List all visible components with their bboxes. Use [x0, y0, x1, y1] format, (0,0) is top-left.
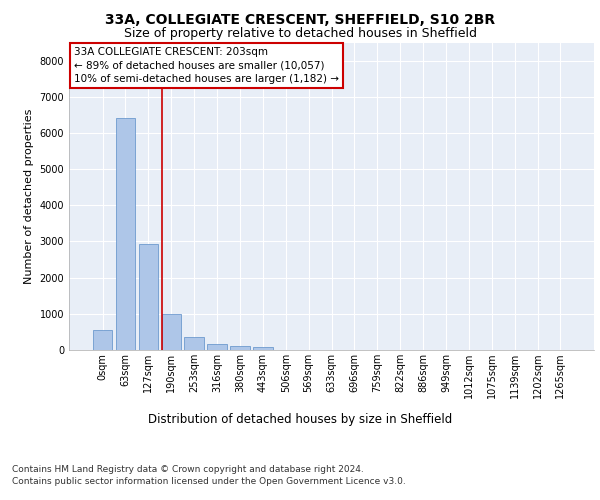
Text: 33A, COLLEGIATE CRESCENT, SHEFFIELD, S10 2BR: 33A, COLLEGIATE CRESCENT, SHEFFIELD, S10… — [105, 12, 495, 26]
Bar — [184, 336, 204, 350]
Text: Distribution of detached houses by size in Sheffield: Distribution of detached houses by size … — [148, 412, 452, 426]
Bar — [116, 118, 135, 350]
Text: Size of property relative to detached houses in Sheffield: Size of property relative to detached ho… — [124, 28, 476, 40]
Bar — [208, 344, 227, 350]
Y-axis label: Number of detached properties: Number of detached properties — [24, 108, 34, 284]
Bar — [161, 314, 181, 350]
Bar — [139, 244, 158, 350]
Bar — [230, 346, 250, 350]
Text: Contains public sector information licensed under the Open Government Licence v3: Contains public sector information licen… — [12, 478, 406, 486]
Text: Contains HM Land Registry data © Crown copyright and database right 2024.: Contains HM Land Registry data © Crown c… — [12, 465, 364, 474]
Bar — [93, 330, 112, 350]
Bar — [253, 347, 272, 350]
Text: 33A COLLEGIATE CRESCENT: 203sqm
← 89% of detached houses are smaller (10,057)
10: 33A COLLEGIATE CRESCENT: 203sqm ← 89% of… — [74, 47, 339, 84]
